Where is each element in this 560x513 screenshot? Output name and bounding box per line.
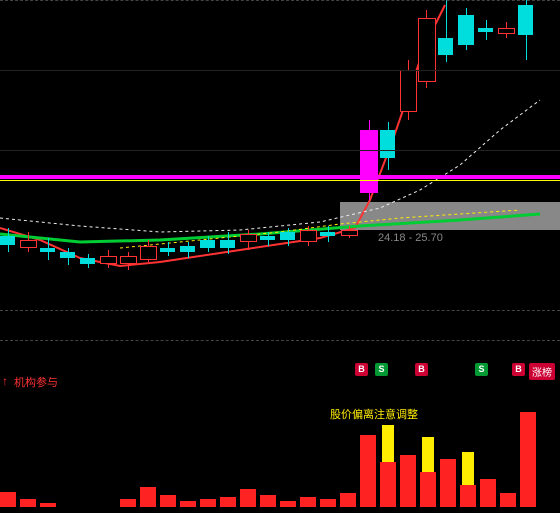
- chart-container: 24.18 - 25.70 ↑ 机构参与 BSBSB涨榜 股价偏离注意调整: [0, 0, 560, 513]
- price-chart-panel[interactable]: 24.18 - 25.70: [0, 0, 560, 360]
- price-range-label: 24.18 - 25.70: [378, 232, 443, 244]
- candle-body: [100, 256, 117, 264]
- candle-body: [0, 236, 15, 245]
- candle-body: [518, 5, 533, 35]
- volume-bar-red: [420, 472, 436, 507]
- volume-bar-red: [400, 455, 416, 507]
- candle-body: [400, 70, 417, 112]
- candle-body: [341, 230, 358, 236]
- volume-bar-red: [160, 495, 176, 507]
- grid-dashed-line: [0, 0, 560, 1]
- volume-bar-red: [480, 479, 496, 507]
- volume-bar-red: [180, 501, 196, 507]
- candle-body: [60, 252, 75, 258]
- volume-bar-red: [40, 503, 56, 507]
- grid-dashed-line: [0, 310, 560, 311]
- volume-bar-red: [120, 499, 136, 507]
- candle-body: [438, 38, 453, 55]
- candle-body: [140, 246, 157, 260]
- candle-body: [20, 240, 37, 248]
- volume-bar-red: [280, 501, 296, 507]
- grid-line: [0, 70, 560, 71]
- candle-body: [280, 232, 295, 240]
- indicator-panel[interactable]: ↑ 机构参与 BSBSB涨榜 股价偏离注意调整: [0, 360, 560, 510]
- volume-bar-red: [20, 499, 36, 507]
- volume-bar-red: [340, 493, 356, 507]
- candle-body: [220, 240, 235, 248]
- grid-line: [0, 150, 560, 151]
- candle-body: [360, 130, 378, 193]
- candle-body: [40, 248, 55, 252]
- red-ma: [0, 5, 445, 266]
- volume-bar-red: [460, 485, 476, 507]
- white-dashed-ma: [0, 100, 540, 232]
- volume-bars-layer: [0, 360, 560, 510]
- candle-body: [180, 246, 195, 252]
- candle-body: [300, 230, 317, 242]
- yellow-support-line: [0, 180, 560, 181]
- candle-body: [200, 240, 215, 248]
- volume-bar-red: [260, 495, 276, 507]
- candle-body: [458, 15, 474, 45]
- volume-bar-red: [320, 499, 336, 507]
- volume-bar-red: [380, 462, 396, 507]
- candle-body: [260, 236, 275, 240]
- candle-body: [418, 18, 436, 82]
- volume-bar-red: [0, 492, 16, 507]
- volume-bar-red: [220, 497, 236, 507]
- volume-bar-red: [440, 459, 456, 507]
- magenta-support-band: [0, 175, 560, 179]
- volume-bar-red: [240, 489, 256, 507]
- grid-dashed-line: [0, 340, 560, 341]
- candle-body: [160, 248, 175, 252]
- candle-body: [120, 256, 137, 264]
- candle-body: [80, 258, 95, 264]
- candle-body: [240, 234, 257, 242]
- volume-bar-red: [520, 412, 536, 507]
- volume-bar-red: [500, 493, 516, 507]
- candle-body: [498, 28, 515, 34]
- volume-bar-red: [360, 435, 376, 507]
- volume-bar-red: [200, 499, 216, 507]
- candle-body: [320, 232, 335, 236]
- candle-body: [478, 28, 493, 32]
- volume-bar-red: [300, 497, 316, 507]
- volume-bar-red: [140, 487, 156, 507]
- candle-body: [380, 130, 395, 158]
